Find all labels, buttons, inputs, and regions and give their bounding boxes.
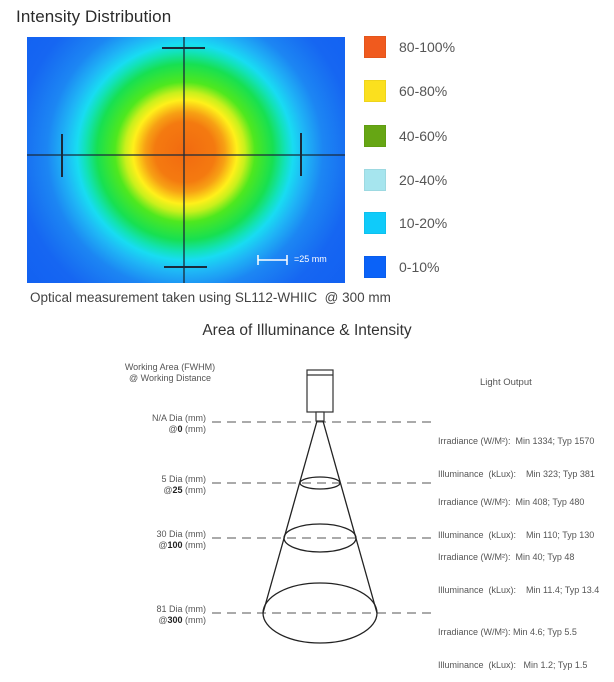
working-area-row-1: 5 Dia (mm) @25 (mm) xyxy=(100,474,207,496)
working-area-header-line1: Working Area (FWHM) xyxy=(124,362,216,372)
diameter-label: 5 Dia (mm) xyxy=(161,474,207,484)
legend-swatch xyxy=(364,256,386,278)
light-output-row-0: Irradiance (W/M²): Min 1334; Typ 1570 Il… xyxy=(438,414,595,491)
legend-item-20-40: 20-40% xyxy=(364,169,447,191)
legend-swatch xyxy=(364,80,386,102)
irradiance-value: Irradiance (W/M²): Min 40; Typ 48 xyxy=(438,552,575,562)
legend-label: 80-100% xyxy=(399,39,456,55)
legend-swatch xyxy=(364,36,386,58)
light-output-row-1: Irradiance (W/M²): Min 408; Typ 480 Illu… xyxy=(438,475,594,552)
light-output-header: Light Output xyxy=(480,377,532,388)
legend-item-0-10: 0-10% xyxy=(364,256,439,278)
working-area-header-line2: @ Working Distance xyxy=(129,373,211,383)
diameter-label: 30 Dia (mm) xyxy=(156,529,206,539)
legend-item-80-100: 80-100% xyxy=(364,36,455,58)
legend-label: 40-60% xyxy=(399,128,448,144)
irradiance-value: Irradiance (W/M²): Min 1334; Typ 1570 xyxy=(438,436,595,446)
distance-label: @300 (mm) xyxy=(158,615,206,625)
legend-label: 10-20% xyxy=(399,215,448,231)
working-area-header: Working Area (FWHM) @ Working Distance xyxy=(100,362,240,384)
legend-swatch xyxy=(364,125,386,147)
illuminance-value: Illuminance (kLux): Min 11.4; Typ 13.4 xyxy=(438,585,600,595)
distance-label: @0 (mm) xyxy=(168,424,206,434)
light-source-icon xyxy=(306,369,334,422)
illuminance-value: Illuminance (kLux): Min 323; Typ 381 xyxy=(438,469,595,479)
distance-label: @25 (mm) xyxy=(163,485,206,495)
scale-bar-icon xyxy=(257,255,288,265)
light-output-row-2: Irradiance (W/M²): Min 40; Typ 48 Illumi… xyxy=(438,530,599,607)
crosshair-overlay xyxy=(27,37,345,283)
cone-diagram xyxy=(212,369,434,644)
irradiance-value: Irradiance (W/M²): Min 408; Typ 480 xyxy=(438,497,585,507)
diameter-label: N/A Dia (mm) xyxy=(152,413,206,423)
light-cone xyxy=(262,420,378,644)
working-area-row-0: N/A Dia (mm) @0 (mm) xyxy=(100,413,206,435)
measurement-caption: Optical measurement taken using SL112-WH… xyxy=(30,290,391,305)
intensity-heatmap: =25 mm xyxy=(27,37,345,283)
illuminance-value: Illuminance (kLux): Min 1.2; Typ 1.5 xyxy=(438,660,588,670)
illuminance-section-title: Area of Illuminance & Intensity xyxy=(202,322,412,339)
distance-label: @100 (mm) xyxy=(158,540,206,550)
diameter-label: 81 Dia (mm) xyxy=(156,604,206,614)
scale-bar-label: =25 mm xyxy=(294,254,327,264)
illuminance-value: Illuminance (kLux): Min 110; Typ 130 xyxy=(438,530,595,540)
legend-label: 20-40% xyxy=(399,172,448,188)
distance-lines xyxy=(212,421,434,614)
legend-item-60-80: 60-80% xyxy=(364,80,447,102)
light-output-row-3: Irradiance (W/M²): Min 4.6; Typ 5.5 Illu… xyxy=(438,605,587,682)
irradiance-value: Irradiance (W/M²): Min 4.6; Typ 5.5 xyxy=(438,627,577,637)
legend-swatch xyxy=(364,212,386,234)
legend-label: 0-10% xyxy=(399,259,440,275)
legend-item-40-60: 40-60% xyxy=(364,125,447,147)
legend-label: 60-80% xyxy=(399,83,448,99)
intensity-distribution-title: Intensity Distribution xyxy=(16,7,172,26)
working-area-row-2: 30 Dia (mm) @100 (mm) xyxy=(100,529,206,551)
legend-swatch xyxy=(364,169,386,191)
legend-item-10-20: 10-20% xyxy=(364,212,447,234)
working-area-row-3: 81 Dia (mm) @300 (mm) xyxy=(100,604,206,626)
